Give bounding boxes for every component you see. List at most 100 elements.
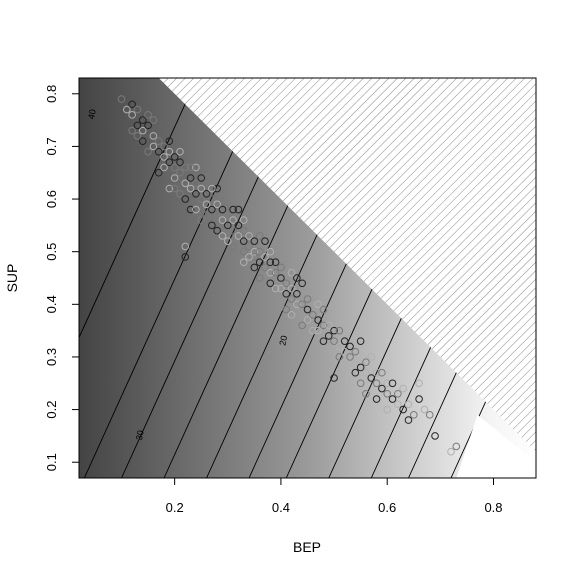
data-point <box>372 379 381 388</box>
data-point <box>298 279 306 288</box>
data-point <box>378 384 386 393</box>
data-point <box>314 316 322 324</box>
data-point <box>261 237 269 245</box>
data-point <box>144 121 152 130</box>
data-point <box>298 300 306 309</box>
data-point <box>314 300 322 309</box>
data-point <box>346 342 354 351</box>
data-point <box>176 168 184 177</box>
data-point <box>128 111 136 119</box>
data-point <box>213 211 221 219</box>
x-tick-label: 0.6 <box>378 500 396 515</box>
y-tick-label: 0.8 <box>44 85 59 103</box>
data-point <box>186 163 195 172</box>
data-point <box>197 184 206 193</box>
data-point <box>266 279 275 288</box>
data-point <box>239 226 248 235</box>
data-point <box>250 247 259 256</box>
data-point <box>287 311 296 319</box>
y-tick-label: 0.6 <box>44 190 59 208</box>
data-point <box>287 295 296 303</box>
data-point <box>181 179 190 188</box>
data-point <box>234 232 243 240</box>
x-tick-label: 0.4 <box>272 500 290 515</box>
data-point <box>293 274 301 282</box>
data-point <box>202 211 211 219</box>
data-point <box>218 232 227 240</box>
data-point <box>245 242 253 251</box>
data-point <box>181 195 190 203</box>
data-point <box>239 258 248 267</box>
data-point <box>404 416 413 424</box>
data-point <box>255 247 264 256</box>
data-point <box>367 374 376 382</box>
data-point <box>319 321 328 330</box>
contour-label: 40 <box>86 108 98 120</box>
data-point <box>239 247 248 256</box>
x-tick-label: 0.2 <box>166 500 184 515</box>
data-point <box>223 211 232 219</box>
data-point <box>383 379 392 388</box>
data-point <box>287 268 296 277</box>
data-point <box>335 353 344 361</box>
data-point <box>208 184 216 193</box>
data-point <box>330 337 338 345</box>
data-point <box>176 147 184 156</box>
data-point <box>261 263 269 272</box>
data-point <box>133 121 142 130</box>
data-point <box>255 258 264 267</box>
data-point <box>218 216 227 224</box>
y-tick-label: 0.4 <box>44 295 59 313</box>
data-point <box>170 174 179 182</box>
y-tick-label: 0.7 <box>44 137 59 155</box>
contour-label: 30 <box>134 429 146 441</box>
data-point <box>362 368 370 377</box>
data-point <box>176 158 184 167</box>
data-point <box>192 205 200 214</box>
data-point <box>229 226 237 235</box>
x-tick-label: 0.8 <box>484 500 502 515</box>
data-point <box>356 379 365 388</box>
data-point <box>165 147 174 156</box>
infeasible-region <box>158 78 536 452</box>
data-point <box>250 253 259 261</box>
data-point <box>271 284 280 293</box>
data-point <box>277 284 285 293</box>
data-point <box>383 389 392 398</box>
contour-line <box>450 289 536 478</box>
data-point <box>340 358 349 367</box>
data-point <box>149 116 158 124</box>
data-point <box>138 137 147 145</box>
data-point <box>420 405 429 414</box>
data-point <box>330 374 338 382</box>
data-point <box>447 447 455 456</box>
data-point <box>452 442 461 451</box>
data-point <box>218 205 227 214</box>
data-point <box>197 216 206 224</box>
data-point <box>144 147 152 156</box>
data-point <box>117 95 126 103</box>
data-point <box>255 274 264 282</box>
data-point <box>431 432 439 440</box>
data-point <box>138 116 147 124</box>
data-point <box>160 163 168 172</box>
data-point <box>277 263 285 272</box>
data-point <box>415 395 423 403</box>
data-point <box>388 379 397 388</box>
data-point <box>271 268 280 277</box>
data-point <box>208 205 216 214</box>
data-point <box>351 358 360 367</box>
data-point <box>165 184 174 193</box>
data-point <box>149 142 158 151</box>
data-point <box>303 305 312 314</box>
y-axis-label: SUP <box>4 264 20 293</box>
data-point <box>309 311 317 319</box>
data-point <box>144 111 152 119</box>
data-point <box>128 126 136 135</box>
data-point <box>293 300 301 309</box>
data-point <box>383 405 392 414</box>
data-point <box>223 237 232 245</box>
data-point <box>303 316 312 324</box>
data-point <box>351 368 360 377</box>
